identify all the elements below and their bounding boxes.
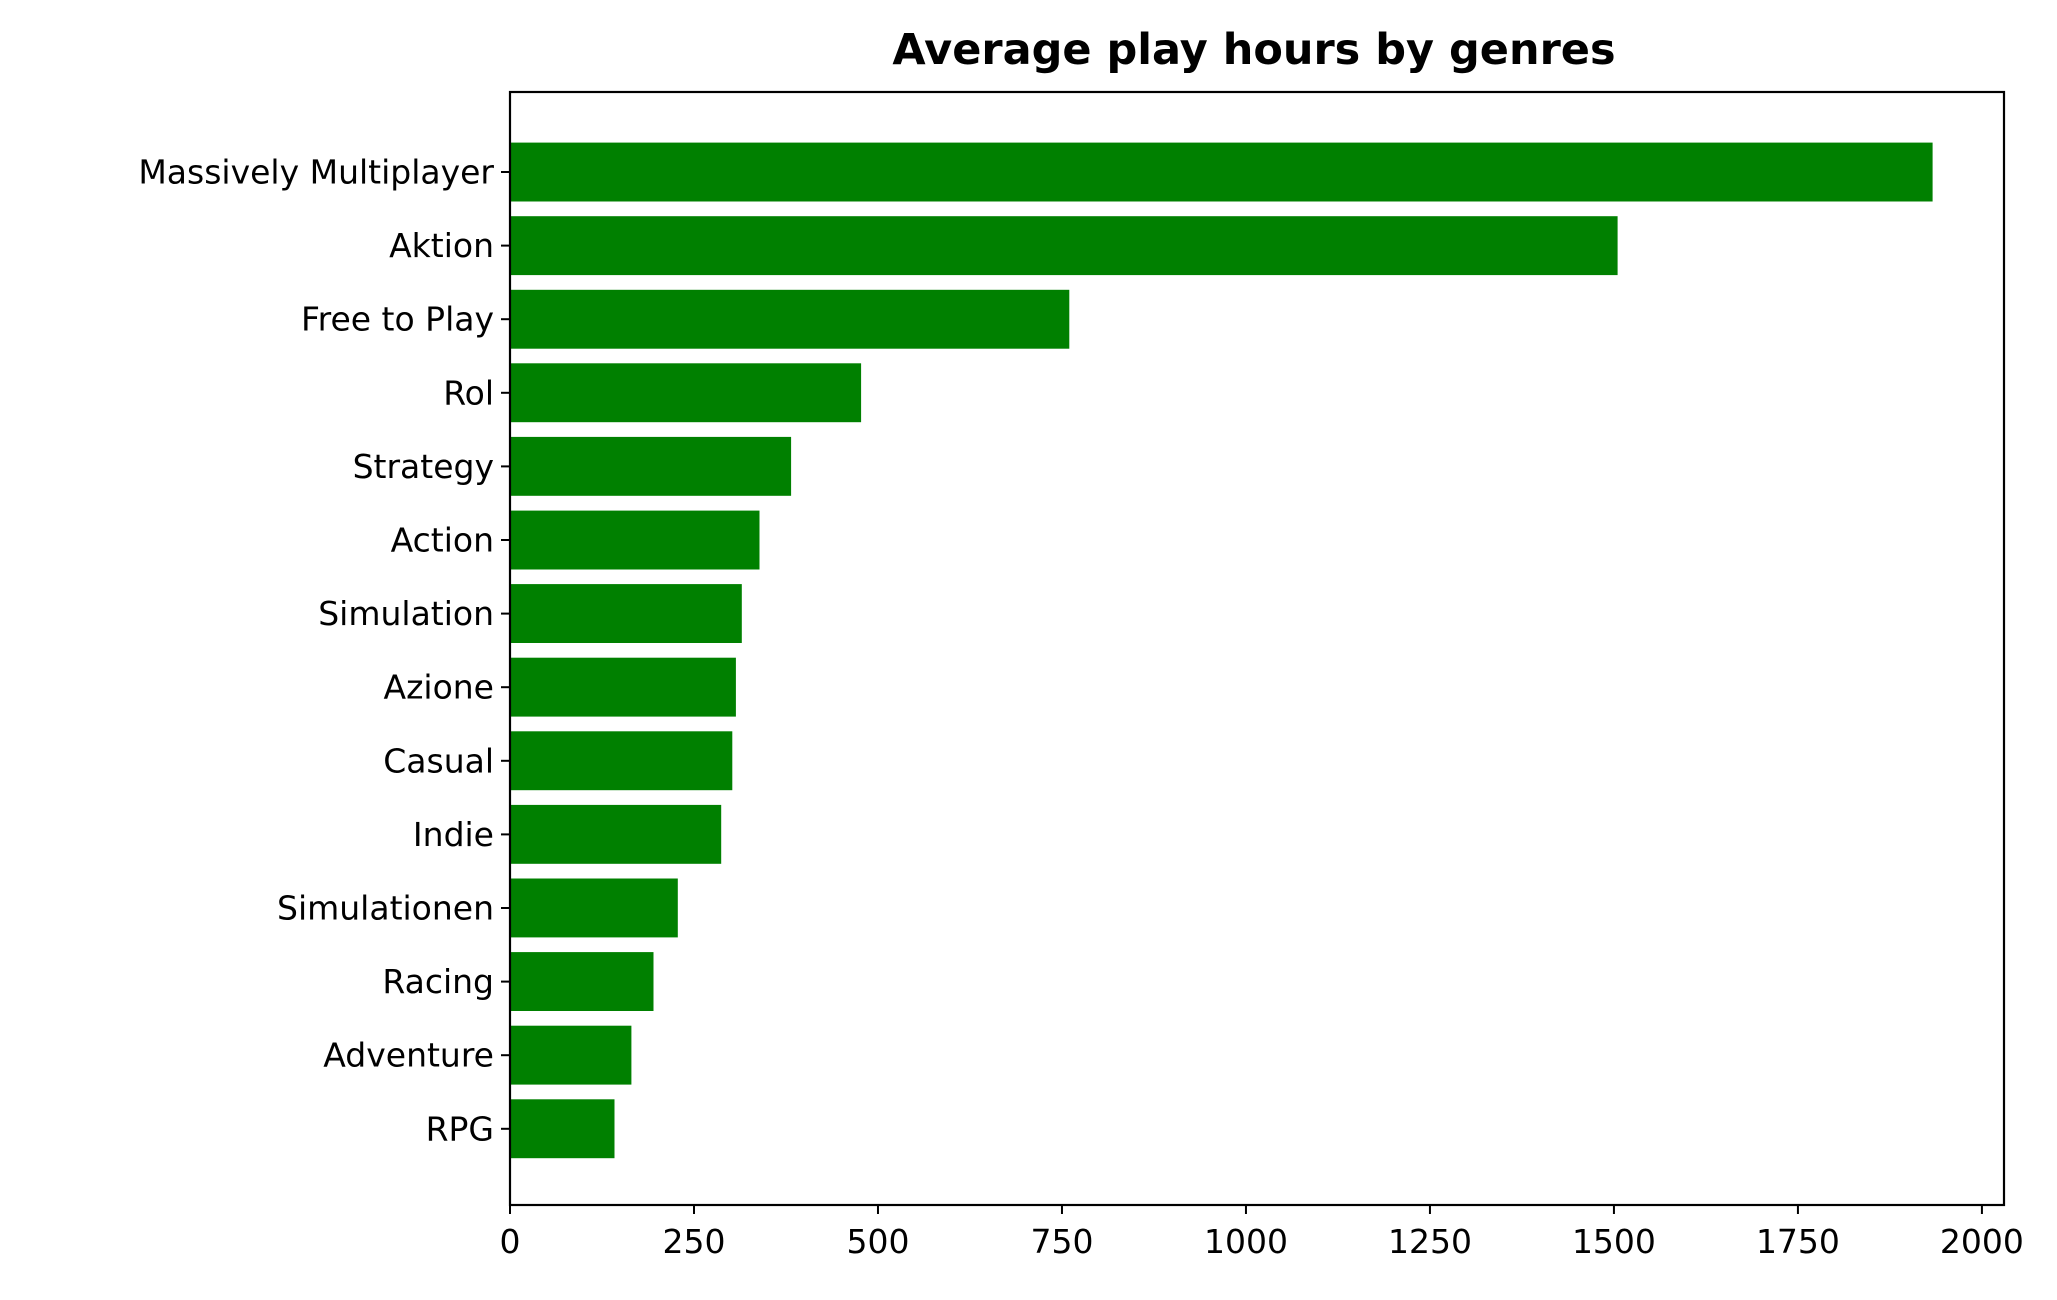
x-tick-label: 1000: [1204, 1222, 1288, 1261]
x-tick-label: 1500: [1572, 1222, 1656, 1261]
bar: [510, 952, 654, 1011]
y-tick-label: Indie: [413, 815, 494, 854]
bar: [510, 804, 722, 864]
x-axis-ticks: 0 250 500 750 1000 1250 1500 1750 2000: [500, 1205, 2024, 1261]
y-tick-label: Free to Play: [301, 300, 494, 339]
x-tick-label: 750: [1030, 1222, 1093, 1261]
y-tick-label: Casual: [383, 741, 494, 780]
bar: [510, 731, 733, 791]
y-tick-label: Aktion: [389, 226, 494, 265]
y-tick-label: Simulation: [318, 594, 494, 633]
y-tick-label: Action: [391, 521, 494, 560]
y-tick-label: Azione: [384, 668, 494, 707]
bar: [510, 878, 678, 938]
y-tick-label: Adventure: [323, 1036, 494, 1075]
x-tick-label: 1250: [1388, 1222, 1472, 1261]
y-tick-label: Rol: [443, 373, 494, 412]
bar: [510, 1099, 615, 1159]
bar: [510, 657, 736, 717]
y-tick-label: Massively Multiplayer: [138, 153, 494, 192]
x-tick-label: 1750: [1756, 1222, 1840, 1261]
y-tick-label: Simulationen: [277, 889, 494, 928]
chart-title: Average play hours by genres: [892, 25, 1615, 75]
bar: [510, 142, 1933, 202]
bar: [510, 363, 862, 423]
bars-layer: [510, 142, 1933, 1159]
y-axis-ticks: Massively Multiplayer Aktion Free to Play R…: [138, 153, 510, 1148]
bar: [510, 1025, 632, 1085]
y-tick-label: Strategy: [353, 447, 494, 486]
x-tick-label: 500: [846, 1222, 909, 1261]
bar: [510, 584, 742, 643]
bar: [510, 289, 1070, 349]
x-tick-label: 2000: [1940, 1222, 2024, 1261]
x-tick-label: 250: [662, 1222, 725, 1261]
y-tick-label: Racing: [382, 962, 494, 1001]
x-tick-label: 0: [500, 1222, 521, 1261]
y-tick-label: RPG: [426, 1109, 494, 1148]
bar: [510, 510, 760, 570]
plot-frame: [508, 90, 2006, 1207]
bar: [510, 436, 792, 496]
bar: [510, 216, 1618, 276]
